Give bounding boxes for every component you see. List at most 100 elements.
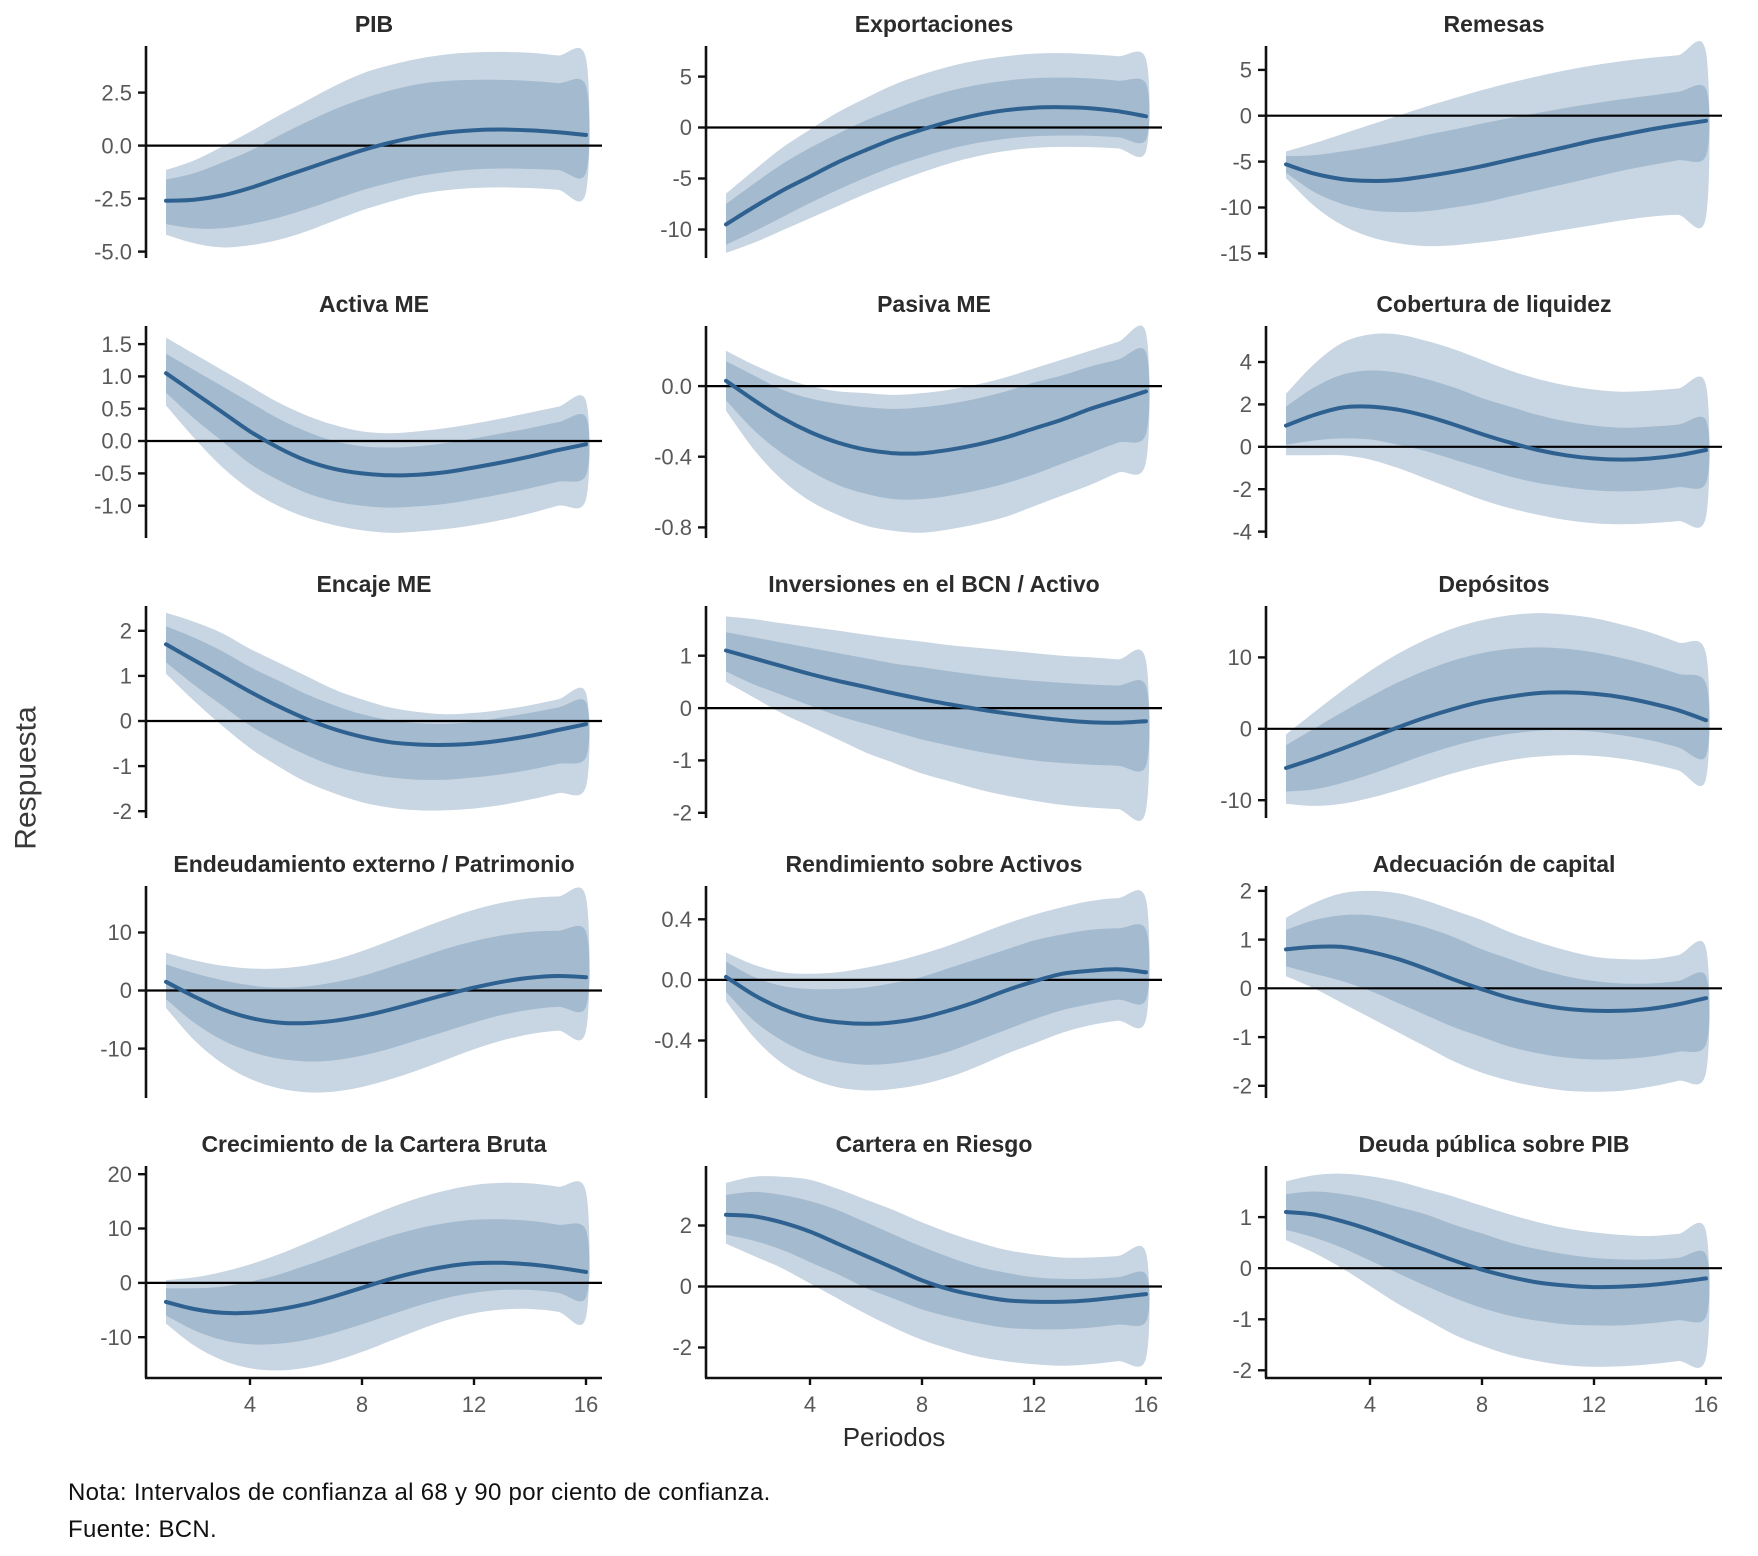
panel-crecimiento-cartera-bruta: Crecimiento de la Cartera Bruta 20 10 0 -10… bbox=[54, 1128, 614, 1422]
irf-plot-deuda-publica-sobre-pib: 1 0 -1 -2 4 8 12 16 bbox=[1232, 1166, 1722, 1417]
svg-text:1: 1 bbox=[120, 664, 132, 689]
svg-text:-2: -2 bbox=[672, 801, 692, 825]
svg-text:8: 8 bbox=[1476, 1392, 1488, 1417]
panel-cobertura-de-liquidez: Cobertura de liquidez 4 2 0 -2 -4 bbox=[1174, 288, 1734, 544]
chart-title: Depósitos bbox=[1438, 571, 1550, 597]
panel-rendimiento-sobre-activos: Rendimiento sobre Activos 0.4 0.0 -0.4 bbox=[614, 848, 1174, 1104]
panel-encaje-me: Encaje ME 2 1 0 -1 -2 bbox=[54, 568, 614, 824]
panel-inversiones-bcn-activo: Inversiones en el BCN / Activo 1 0 -1 -2 bbox=[614, 568, 1174, 824]
svg-text:2: 2 bbox=[1240, 392, 1252, 417]
svg-text:8: 8 bbox=[356, 1392, 368, 1417]
irf-plot-cartera-en-riesgo: 2 0 -2 4 8 12 16 bbox=[672, 1166, 1162, 1417]
svg-text:2.5: 2.5 bbox=[101, 80, 132, 105]
panel-deuda-publica-sobre-pib: Deuda pública sobre PIB 1 0 -1 -2 4 8 12 16 bbox=[1174, 1128, 1734, 1422]
source-text: Fuente: BCN. bbox=[68, 1516, 217, 1543]
svg-text:2: 2 bbox=[1240, 880, 1252, 904]
panel-depositos: Depósitos 10 0 -10 bbox=[1174, 568, 1734, 824]
svg-text:-2: -2 bbox=[112, 799, 132, 824]
chart-title: Endeudamiento externo / Patrimonio bbox=[173, 851, 575, 877]
svg-text:-0.5: -0.5 bbox=[94, 461, 132, 486]
charts-area: PIB 2.5 0.0 -2.5 -5.0 Exportaciones 5 0 -5 -10… bbox=[54, 8, 1734, 1548]
svg-text:-2: -2 bbox=[1232, 1074, 1252, 1099]
panel-adecuacion-de-capital: Adecuación de capital 2 1 0 -1 -2 bbox=[1174, 848, 1734, 1104]
chart-title: PIB bbox=[354, 11, 394, 37]
chart-title: Remesas bbox=[1443, 11, 1545, 37]
figure-notes: Nota: Intervalos de confianza al 68 y 90… bbox=[54, 1474, 1734, 1548]
svg-text:0: 0 bbox=[680, 696, 692, 721]
svg-text:-10: -10 bbox=[660, 217, 692, 242]
irf-plot-depositos: 10 0 -10 bbox=[1220, 606, 1722, 818]
svg-text:0.5: 0.5 bbox=[101, 396, 132, 421]
svg-text:-10: -10 bbox=[100, 1036, 132, 1061]
chart-title: Exportaciones bbox=[854, 11, 1014, 37]
note-text: Nota: Intervalos de confianza al 68 y 90… bbox=[68, 1479, 771, 1506]
svg-text:0: 0 bbox=[680, 115, 692, 140]
svg-text:4: 4 bbox=[804, 1392, 816, 1417]
svg-text:-5: -5 bbox=[672, 166, 692, 191]
x-axis-label: Periodos bbox=[842, 1422, 946, 1452]
svg-text:0: 0 bbox=[1240, 435, 1252, 460]
chart-title: Activa ME bbox=[319, 291, 429, 317]
chart-title: Cartera en Riesgo bbox=[835, 1131, 1033, 1157]
y-axis-label-gutter: Respuesta bbox=[0, 8, 54, 1548]
svg-text:0: 0 bbox=[120, 709, 132, 734]
svg-text:4: 4 bbox=[244, 1392, 256, 1417]
svg-text:-2.5: -2.5 bbox=[94, 186, 132, 211]
svg-text:1.5: 1.5 bbox=[101, 332, 132, 357]
svg-text:1.0: 1.0 bbox=[101, 364, 132, 389]
irf-plot-pib: 2.5 0.0 -2.5 -5.0 bbox=[94, 46, 602, 264]
svg-text:12: 12 bbox=[1022, 1392, 1046, 1417]
svg-text:5: 5 bbox=[680, 64, 692, 89]
svg-text:0.0: 0.0 bbox=[661, 374, 692, 399]
chart-title: Deuda pública sobre PIB bbox=[1358, 1131, 1630, 1157]
svg-text:2: 2 bbox=[680, 1213, 692, 1238]
panel-activa-me: Activa ME 1.5 1.0 0.5 0.0 -0.5 -1.0 bbox=[54, 288, 614, 544]
svg-text:-1: -1 bbox=[112, 754, 132, 779]
irf-plot-crecimiento-cartera-bruta: 20 10 0 -10 4 8 12 16 bbox=[100, 1162, 602, 1417]
svg-text:0: 0 bbox=[120, 1271, 132, 1296]
irf-plot-cobertura-de-liquidez: 4 2 0 -2 -4 bbox=[1232, 326, 1722, 544]
chart-title: Pasiva ME bbox=[877, 291, 991, 317]
chart-title: Crecimiento de la Cartera Bruta bbox=[201, 1131, 547, 1157]
svg-text:-2: -2 bbox=[1232, 1358, 1252, 1383]
svg-text:0: 0 bbox=[1240, 976, 1252, 1001]
irf-plot-rendimiento-sobre-activos: 0.4 0.0 -0.4 bbox=[654, 886, 1162, 1098]
svg-text:-1: -1 bbox=[1232, 1307, 1252, 1332]
svg-text:20: 20 bbox=[108, 1162, 132, 1187]
svg-text:4: 4 bbox=[1364, 1392, 1376, 1417]
svg-text:12: 12 bbox=[462, 1392, 486, 1417]
svg-text:12: 12 bbox=[1582, 1392, 1606, 1417]
svg-text:0: 0 bbox=[1240, 717, 1252, 742]
svg-text:-5: -5 bbox=[1232, 149, 1252, 174]
svg-text:16: 16 bbox=[1134, 1392, 1158, 1417]
svg-text:0.0: 0.0 bbox=[101, 429, 132, 454]
irf-plot-endeudamiento-externo-patrimonio: 10 0 -10 bbox=[100, 886, 602, 1098]
svg-text:-10: -10 bbox=[1220, 788, 1252, 813]
svg-text:4: 4 bbox=[1240, 350, 1252, 375]
panel-pasiva-me: Pasiva ME 0.0 -0.4 -0.8 bbox=[614, 288, 1174, 544]
svg-text:10: 10 bbox=[1228, 645, 1252, 670]
irf-plot-pasiva-me: 0.0 -0.4 -0.8 bbox=[654, 325, 1162, 540]
chart-title: Adecuación de capital bbox=[1372, 851, 1616, 877]
svg-text:-2: -2 bbox=[1232, 477, 1252, 502]
svg-text:0.4: 0.4 bbox=[661, 907, 692, 932]
svg-text:1: 1 bbox=[680, 643, 692, 668]
charts-grid: PIB 2.5 0.0 -2.5 -5.0 Exportaciones 5 0 -5 -10… bbox=[54, 8, 1734, 1422]
svg-text:8: 8 bbox=[916, 1392, 928, 1417]
y-axis-label: Respuesta bbox=[10, 706, 43, 850]
svg-text:5: 5 bbox=[1240, 58, 1252, 83]
svg-text:1: 1 bbox=[1240, 1205, 1252, 1230]
chart-title: Encaje ME bbox=[316, 571, 432, 597]
svg-text:-15: -15 bbox=[1220, 241, 1252, 264]
svg-text:-0.4: -0.4 bbox=[654, 444, 692, 469]
irf-plot-inversiones-bcn-activo: 1 0 -1 -2 bbox=[672, 606, 1162, 825]
svg-text:-4: -4 bbox=[1232, 519, 1252, 544]
svg-text:10: 10 bbox=[108, 920, 132, 945]
chart-title: Rendimiento sobre Activos bbox=[785, 851, 1083, 877]
irf-plot-exportaciones: 5 0 -5 -10 bbox=[660, 46, 1162, 258]
panel-exportaciones: Exportaciones 5 0 -5 -10 bbox=[614, 8, 1174, 264]
svg-text:0.0: 0.0 bbox=[101, 133, 132, 158]
svg-text:16: 16 bbox=[574, 1392, 598, 1417]
svg-text:10: 10 bbox=[108, 1216, 132, 1241]
